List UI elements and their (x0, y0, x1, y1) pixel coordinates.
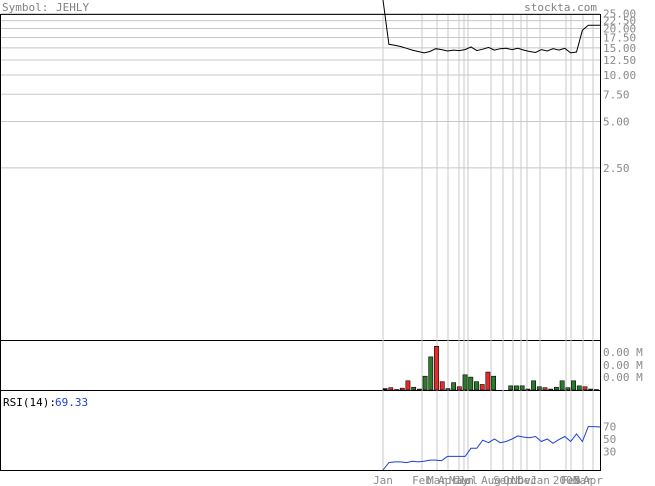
date-tick-label: Aug (481, 474, 501, 486)
volume-panel (0, 340, 601, 391)
price-gridlines (1, 13, 600, 169)
volume-bar (416, 388, 422, 391)
volume-bar (474, 381, 479, 391)
volume-bar (485, 371, 491, 391)
volume-bar (445, 388, 451, 391)
date-tick-label: Dec (517, 474, 537, 486)
volume-bar (399, 387, 405, 391)
date-tick-label: May (449, 474, 469, 486)
volume-tick-label: 0.00 M (603, 359, 643, 372)
rsi-value: 69.33 (55, 396, 88, 409)
date-tick-label: Apr (438, 474, 458, 486)
date-tick-label: Oct (503, 474, 523, 486)
volume-bar (462, 374, 468, 391)
volume-bar (451, 382, 457, 391)
date-tick-label: Nov (511, 474, 531, 486)
volume-bar (514, 385, 519, 391)
date-tick-label: Sep (493, 474, 513, 486)
rsi-tick-label: 50 (603, 433, 616, 446)
rsi-label: RSI(14): (3, 396, 56, 409)
volume-bar (519, 385, 525, 391)
volume-bar (479, 384, 485, 391)
date-tick-label: Feb (561, 474, 581, 486)
date-tick-label: Jun (454, 474, 474, 486)
volume-tick-label: 0.00 M (603, 346, 643, 359)
symbol-label: Symbol: (2, 1, 48, 14)
price-tick-label: 20.00 (603, 23, 636, 36)
volume-bar (582, 386, 588, 391)
price-tick-label: 17.50 (603, 31, 636, 44)
date-tick-label: Jan (373, 474, 393, 486)
rsi-tick-label: 30 (603, 445, 616, 458)
symbol-value: JEHLY (56, 1, 89, 14)
volume-bars (382, 345, 599, 391)
volume-axis: 0.00 M0.00 M0.00 M (603, 346, 643, 384)
price-tick-label: 2.50 (603, 162, 630, 175)
volume-bar (531, 380, 536, 391)
date-tick-label: Jan (530, 474, 550, 486)
rsi-tick-label: 70 (603, 421, 616, 434)
date-tick-label: Feb (412, 474, 432, 486)
price-tick-label: 5.00 (603, 115, 630, 128)
volume-bar (508, 385, 514, 391)
volume-bar (536, 386, 542, 391)
volume-bar (434, 345, 439, 391)
volume-bar (428, 356, 434, 391)
site-label: stockta.com (524, 1, 597, 14)
rsi-panel (0, 390, 601, 471)
date-tick-label: Apr (583, 474, 603, 486)
date-gridlines (382, 15, 594, 470)
rsi-series-line (382, 426, 601, 471)
price-tick-label: 10.00 (603, 69, 636, 82)
price-panel (0, 14, 601, 341)
volume-bar (439, 381, 445, 391)
volume-bar (571, 380, 576, 391)
date-tick-label: 2005 (553, 474, 580, 486)
volume-bar (588, 388, 594, 391)
volume-bar (422, 375, 428, 391)
price-series-line (382, 0, 600, 54)
volume-bar (559, 380, 565, 391)
volume-bar (388, 387, 394, 391)
price-tick-label: 22.50 (603, 15, 636, 28)
volume-bar (456, 386, 462, 391)
date-tick-label: Jul (458, 474, 478, 486)
volume-bar (525, 388, 531, 391)
volume-bar (405, 380, 411, 391)
volume-tick-label: 0.00 M (603, 371, 643, 384)
price-tick-label: 25.00 (603, 8, 636, 21)
price-tick-label: 15.00 (603, 42, 636, 55)
date-tick-label: Mar (427, 474, 447, 486)
volume-bar (411, 386, 417, 391)
volume-bar (468, 376, 474, 391)
volume-bar (554, 386, 559, 391)
price-tick-label: 12.50 (603, 54, 636, 67)
volume-bar (576, 385, 582, 391)
volume-bar (565, 387, 571, 391)
date-tick-label: Mar (573, 474, 593, 486)
price-tick-label: 7.50 (603, 88, 630, 101)
volume-bar (542, 387, 548, 391)
volume-bar (491, 375, 497, 391)
volume-bar (548, 388, 554, 391)
volume-bar (382, 388, 388, 391)
